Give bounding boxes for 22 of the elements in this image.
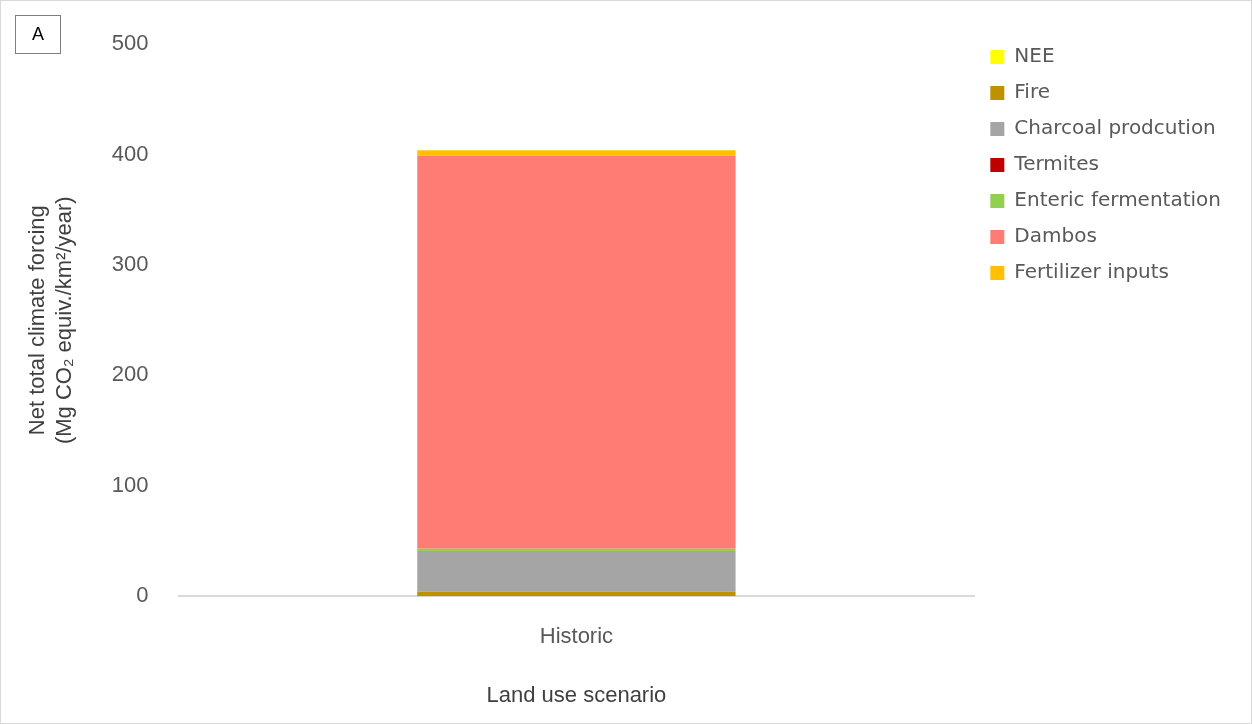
y-tick-label: 400 — [111, 140, 149, 166]
bar — [417, 548, 736, 551]
x-axis-title: Land use scenario — [486, 681, 667, 707]
bar — [417, 550, 736, 592]
y-tick-label: 0 — [136, 582, 149, 608]
y-tick-label: 100 — [111, 471, 149, 497]
y-tick-label: 200 — [111, 361, 149, 387]
y-tick-label: 300 — [111, 251, 149, 277]
legend-label: Enteric fermentation — [1014, 187, 1222, 212]
legend-label: NEE — [1014, 43, 1055, 68]
bar — [417, 155, 736, 549]
legend-label: Charcoal prodcution — [1014, 115, 1216, 140]
bar — [417, 591, 736, 597]
legend-label: Termites — [1013, 151, 1099, 176]
legend-label: Fire — [1014, 79, 1051, 104]
bar — [417, 150, 736, 156]
y-tick-label: 500 — [111, 30, 149, 56]
x-tick-label: Historic — [539, 623, 614, 649]
legend-label: Fertilizer inputs — [1014, 259, 1170, 284]
legend-label: Dambos — [1014, 223, 1097, 248]
y-axis-title: Net total climate forcing (Mg CO₂ equiv./km²/year) — [24, 196, 76, 445]
text: A — [15, 15, 62, 54]
